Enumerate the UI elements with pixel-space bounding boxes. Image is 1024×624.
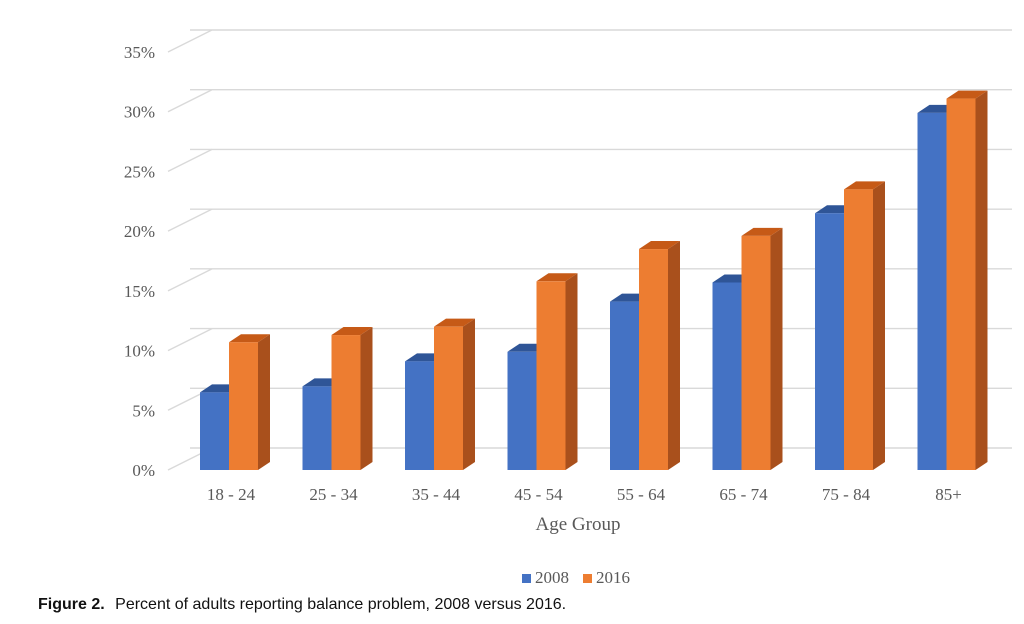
bar-chart: 0% 5% 10% 15% 20% 25% 30% 35% 18 - 24 25 - 34 35 … <box>124 29 1012 535</box>
bar-2008-5 <box>712 282 742 470</box>
bar-side <box>668 241 680 470</box>
gridline-stub <box>167 268 213 292</box>
bar-2008-2 <box>405 361 434 470</box>
bar-2016-7 <box>946 98 976 470</box>
x-tick-label: 85+ <box>935 485 962 504</box>
x-tick-label: 75 - 84 <box>822 485 871 504</box>
bar-top <box>229 334 270 343</box>
y-tick-label: 30% <box>124 103 155 122</box>
gridline-stub <box>167 29 213 53</box>
x-tick-label: 55 - 64 <box>617 485 666 504</box>
gridline-stub <box>167 208 213 232</box>
y-tick-label: 35% <box>124 43 155 62</box>
bar-2008-0 <box>200 392 229 470</box>
y-tick-label: 0% <box>132 461 155 480</box>
bar-2016-6 <box>844 189 873 471</box>
bar-2016-1 <box>331 335 361 470</box>
x-axis-tick-labels: 18 - 24 25 - 34 35 - 44 45 - 54 55 - 64 65 - … <box>207 485 962 504</box>
bar-side <box>360 327 373 470</box>
gridline-stub <box>167 89 213 113</box>
x-tick-label: 25 - 34 <box>309 485 358 504</box>
bar-side <box>770 227 783 470</box>
bar-side <box>565 273 578 470</box>
bar-top <box>741 227 783 236</box>
y-tick-label: 5% <box>132 401 155 420</box>
bar-2008-1 <box>302 386 332 470</box>
bar-side <box>463 318 475 470</box>
x-tick-label: 18 - 24 <box>207 485 256 504</box>
y-tick-label: 15% <box>124 282 155 301</box>
legend-item-2016: 2016 <box>583 568 630 588</box>
bar-top <box>844 181 885 190</box>
gridlines <box>167 29 1012 471</box>
caption-label: Figure 2. <box>38 596 105 613</box>
bar-top <box>536 273 578 282</box>
y-axis-tick-labels: 0% 5% 10% 15% 20% 25% 30% 35% <box>124 43 155 480</box>
x-axis-title: Age Group <box>536 514 621 535</box>
legend-swatch-2016 <box>583 573 592 583</box>
bar-side <box>873 181 885 471</box>
bar-2016-5 <box>741 235 771 470</box>
bar-side <box>975 90 988 470</box>
bar-2016-3 <box>536 281 566 470</box>
legend: 2008 2016 <box>0 568 1024 588</box>
gridline-stub <box>167 148 213 173</box>
bars <box>200 90 988 471</box>
bar-top <box>946 90 988 99</box>
y-tick-label: 25% <box>124 162 155 181</box>
bar-2016-2 <box>434 326 463 470</box>
bar-2008-4 <box>610 301 639 470</box>
y-tick-label: 20% <box>124 222 155 241</box>
bar-2016-4 <box>639 249 668 470</box>
x-tick-label: 65 - 74 <box>719 485 768 504</box>
legend-swatch-2008 <box>522 573 531 583</box>
bar-2008-3 <box>507 351 537 470</box>
bar-2016-0 <box>229 342 258 470</box>
y-tick-label: 10% <box>124 342 155 361</box>
legend-label-2016: 2016 <box>596 568 630 587</box>
x-tick-label: 35 - 44 <box>412 485 461 504</box>
legend-label-2008: 2008 <box>535 568 569 587</box>
bar-side <box>258 334 270 470</box>
bar-top <box>331 327 373 336</box>
bar-top <box>639 241 680 250</box>
legend-item-2008: 2008 <box>522 568 569 588</box>
bar-top <box>434 318 475 327</box>
x-tick-label: 45 - 54 <box>514 485 563 504</box>
figure-caption: Figure 2. Percent of adults reporting ba… <box>38 596 566 614</box>
gridline-stub <box>167 327 213 352</box>
bar-2008-7 <box>917 112 947 470</box>
caption-text: Percent of adults reporting balance prob… <box>115 596 567 613</box>
bar-2008-6 <box>815 213 844 470</box>
